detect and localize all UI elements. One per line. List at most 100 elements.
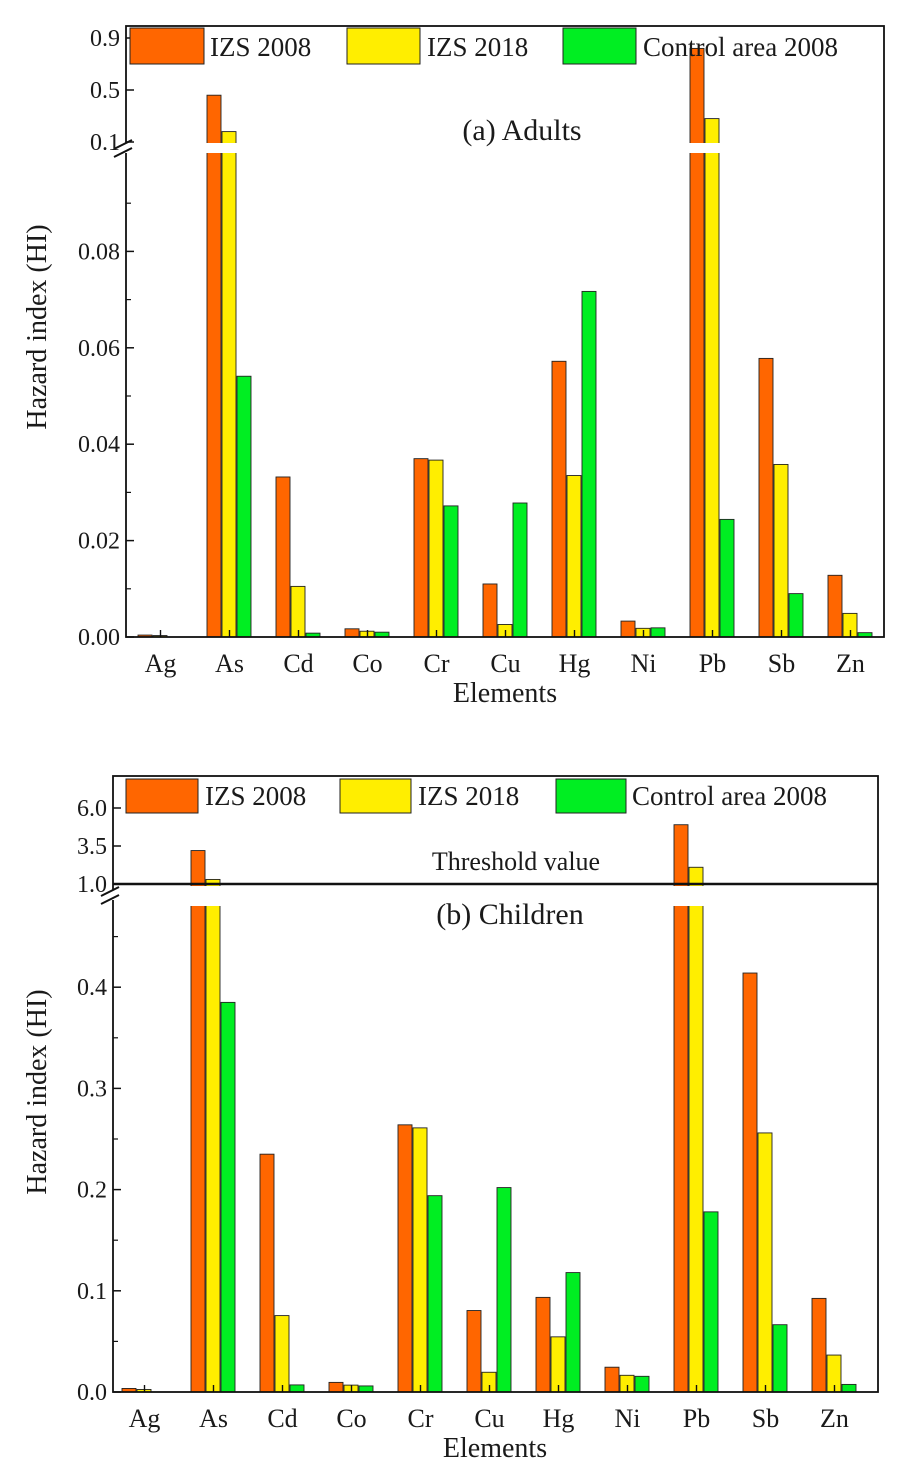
legend-swatch: [339, 778, 412, 814]
axis-break-gap: [127, 143, 883, 153]
bar-control-area-2008-cr: [443, 505, 459, 638]
y-tick-label-upper: 1.0: [77, 872, 107, 898]
x-tick-label: Cr: [408, 1404, 434, 1433]
x-tick-label: Sb: [752, 1404, 779, 1433]
bar-izs-2008-cu: [466, 1310, 482, 1393]
x-tick-label: Ni: [631, 649, 657, 678]
bar-izs-2018-sb: [773, 463, 789, 638]
bar-control-area-2008-sb: [772, 1324, 788, 1393]
bar-izs-2018-cr: [428, 459, 444, 638]
bar-izs-2008-ni: [604, 1366, 620, 1393]
bar-izs-2008-zn: [827, 574, 843, 638]
axis-break-mask: [114, 143, 134, 153]
bar-control-area-2008-zn: [841, 1383, 857, 1393]
bar-control-area-2008-sb: [788, 593, 804, 638]
y-tick-label: 0.02: [78, 529, 120, 555]
bar-control-area-2008-cu: [496, 1187, 512, 1393]
x-tick-label: Zn: [836, 649, 865, 678]
legend-label: Control area 2008: [632, 781, 827, 811]
x-tick-label: Cu: [474, 1404, 504, 1433]
legend-label: IZS 2018: [418, 781, 519, 811]
legend-swatch: [129, 27, 205, 65]
bar-izs-2008-ni: [620, 620, 636, 638]
y-tick-label: 0.04: [78, 432, 120, 458]
y-tick-label: 0.0: [77, 1380, 107, 1406]
bar-izs-2018-as: [205, 878, 221, 1393]
x-tick-label: Ag: [129, 1404, 161, 1433]
x-tick-label: Cd: [283, 649, 313, 678]
y-tick-label-upper: 3.5: [77, 834, 107, 860]
bar-control-area-2008-ni: [650, 627, 666, 638]
legend-label: IZS 2008: [210, 32, 311, 62]
x-tick-label: Zn: [820, 1404, 849, 1433]
legend-label: Control area 2008: [643, 32, 838, 62]
y-tick-label: 0.08: [78, 239, 120, 265]
bar-izs-2008-cd: [275, 476, 291, 638]
x-tick-label: Hg: [543, 1404, 575, 1433]
y-tick-label: 0.1: [77, 1279, 107, 1305]
bar-izs-2008-pb: [689, 47, 705, 638]
y-axis-label: Hazard index (HI): [22, 224, 53, 429]
x-tick-label: Co: [352, 649, 382, 678]
x-tick-label: Cd: [267, 1404, 297, 1433]
bar-control-area-2008-cu: [512, 502, 528, 638]
panel-title: (b) Children: [436, 898, 583, 931]
x-tick-label: Co: [336, 1404, 366, 1433]
y-tick-label-upper: 0.1: [90, 130, 120, 156]
bar-izs-2008-as: [190, 850, 206, 1393]
bar-izs-2008-co: [328, 1381, 344, 1393]
bar-izs-2008-hg: [551, 360, 567, 638]
bar-izs-2018-cr: [412, 1127, 428, 1393]
plot-frame: [112, 775, 879, 1393]
y-tick-label-upper: 0.9: [90, 26, 120, 52]
y-tick-label: 0.06: [78, 336, 120, 362]
bar-izs-2008-sb: [758, 357, 774, 638]
x-tick-label: As: [199, 1404, 228, 1433]
bar-control-area-2008-hg: [581, 290, 597, 638]
x-axis-label: Elements: [443, 1433, 547, 1464]
bar-izs-2008-hg: [535, 1296, 551, 1393]
bar-izs-2008-sb: [742, 972, 758, 1393]
bar-izs-2008-zn: [811, 1297, 827, 1393]
y-tick-label-upper: 0.5: [90, 78, 120, 104]
bar-control-area-2008-as: [220, 1001, 236, 1393]
x-axis-label: Elements: [453, 678, 557, 709]
axis-break-gap: [114, 886, 877, 906]
bar-control-area-2008-cd: [289, 1384, 305, 1393]
bar-control-area-2008-pb: [703, 1211, 719, 1393]
bar-izs-2018-hg: [566, 475, 582, 638]
bar-izs-2008-cu: [482, 583, 498, 638]
bar-control-area-2008-ni: [634, 1375, 650, 1393]
legend-swatch: [125, 778, 199, 814]
panel-title: (a) Adults: [462, 114, 581, 147]
y-tick-label: 0.3: [77, 1076, 107, 1102]
y-tick-label: 0.2: [77, 1178, 107, 1204]
bar-izs-2018-pb: [704, 118, 720, 638]
x-tick-label: Pb: [683, 1404, 710, 1433]
axis-break-mark: [113, 147, 133, 158]
x-tick-label: As: [215, 649, 244, 678]
bar-control-area-2008-cr: [427, 1195, 443, 1393]
legend-swatch: [555, 778, 627, 814]
bar-izs-2018-sb: [757, 1132, 773, 1393]
bar-izs-2008-co: [344, 628, 360, 638]
bar-control-area-2008-pb: [719, 518, 735, 638]
x-tick-label: Pb: [699, 649, 726, 678]
legend-swatch: [346, 27, 421, 65]
bar-izs-2008-as: [206, 94, 222, 638]
panel-adults: 0.00 0.02 0.04 0.06 0.08 0.1 0.5 0.9 Ag As Cd Co Cr C…: [22, 25, 885, 709]
panel-children: Threshold value 0.0 0.1 0.2 0.3 0.4 1.0 3.5 6.0 A…: [22, 775, 879, 1464]
y-axis-label: Hazard index (HI): [22, 989, 53, 1194]
bar-control-area-2008-co: [358, 1385, 374, 1393]
bar-control-area-2008-hg: [565, 1272, 581, 1393]
bar-izs-2018-pb: [688, 866, 704, 1393]
y-tick-label: 0.4: [77, 975, 107, 1001]
x-tick-label: Ni: [615, 1404, 641, 1433]
bar-izs-2008-cr: [397, 1124, 413, 1393]
bar-izs-2018-cd: [290, 585, 306, 638]
x-tick-label: Hg: [559, 649, 591, 678]
bar-control-area-2008-as: [236, 375, 252, 638]
axis-break-mark: [100, 886, 120, 897]
bar-izs-2018-cd: [274, 1315, 290, 1393]
